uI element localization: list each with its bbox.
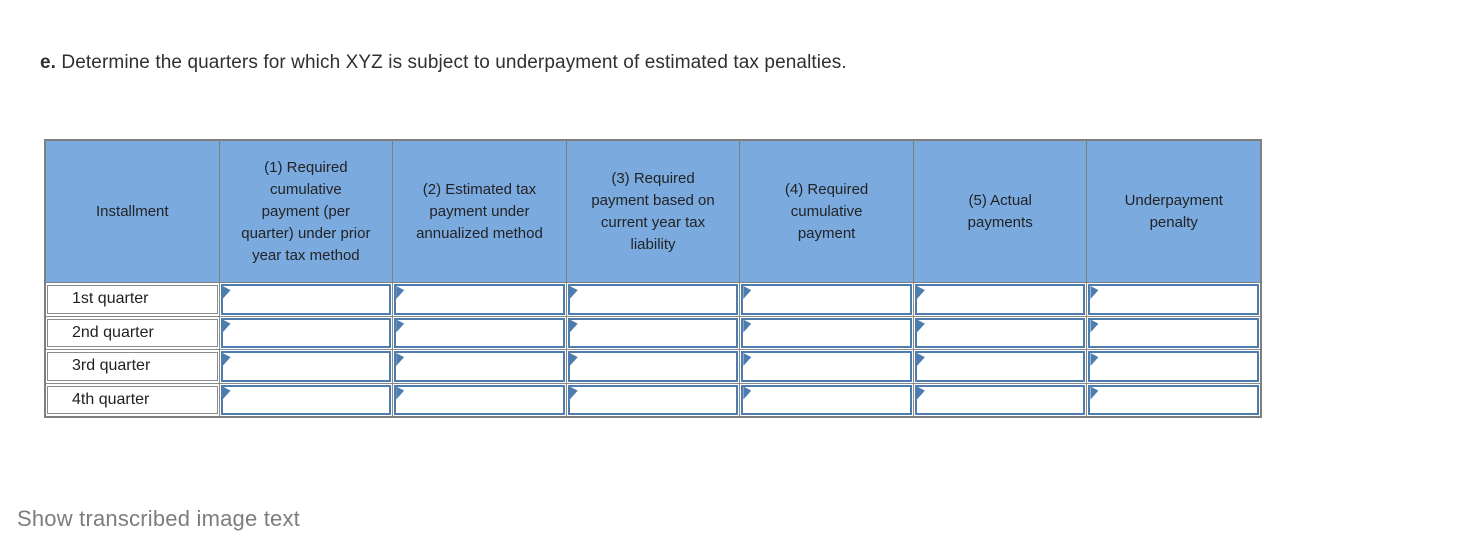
answer-cell — [220, 316, 394, 349]
answer-input-q3-col5[interactable] — [916, 353, 1084, 380]
answer-input-q4-col5[interactable] — [916, 386, 1084, 413]
answer-input-q2-col1[interactable] — [222, 319, 390, 346]
answer-cell — [1087, 384, 1260, 417]
table-row-1st-quarter: 1st quarter — [46, 283, 1260, 316]
answer-input-q2-col2[interactable] — [396, 319, 563, 346]
answer-cell — [567, 316, 741, 349]
answer-cell — [914, 383, 1088, 416]
answer-cell — [914, 350, 1088, 383]
table-body: 1st quarter 2nd quarter — [46, 283, 1260, 416]
answer-cell — [914, 316, 1088, 349]
answer-cell — [393, 316, 567, 349]
row-label-4th-quarter: 4th quarter — [47, 385, 218, 414]
answer-input-q1-col3[interactable] — [569, 286, 737, 313]
row-label-1st-quarter: 1st quarter — [47, 285, 218, 314]
answer-input-q2-col4[interactable] — [743, 319, 910, 346]
col-header-actual-payments: (5) Actual payments — [913, 141, 1088, 282]
answer-input-q3-col6[interactable] — [1090, 353, 1258, 380]
answers-table: Installment (1) Required cumulative paym… — [44, 139, 1262, 418]
answer-cell — [1087, 283, 1260, 316]
answer-input-q3-col1[interactable] — [222, 353, 390, 380]
row-label-3rd-quarter: 3rd quarter — [47, 352, 218, 381]
answer-cell — [567, 383, 741, 416]
answer-cell — [1087, 317, 1260, 350]
table-row-2nd-quarter: 2nd quarter — [46, 315, 1260, 350]
table-header-row: Installment (1) Required cumulative paym… — [46, 141, 1261, 283]
answer-input-q1-col5[interactable] — [916, 286, 1084, 313]
answer-input-q1-col6[interactable] — [1090, 286, 1258, 313]
answer-input-q1-col1[interactable] — [222, 286, 390, 313]
answer-input-q3-col4[interactable] — [743, 353, 910, 380]
col-header-underpayment-penalty: Underpayment penalty — [1087, 141, 1261, 282]
row-label-2nd-quarter: 2nd quarter — [47, 318, 218, 347]
answer-cell — [567, 350, 741, 383]
answer-input-q4-col6[interactable] — [1090, 386, 1258, 413]
row-label-cell: 3rd quarter — [46, 350, 220, 383]
answer-cell — [1087, 350, 1260, 383]
answer-input-q2-col5[interactable] — [916, 319, 1084, 346]
answer-cell — [740, 316, 914, 349]
answer-cell — [393, 383, 567, 416]
answer-input-q1-col2[interactable] — [396, 286, 563, 313]
answer-input-q4-col3[interactable] — [569, 386, 737, 413]
answer-cell — [567, 283, 741, 316]
col-header-required-cumulative: (4) Required cumulative payment — [740, 141, 914, 282]
answer-cell — [393, 283, 567, 316]
table-row-3rd-quarter: 3rd quarter — [46, 349, 1260, 383]
answer-input-q2-col6[interactable] — [1090, 319, 1258, 346]
answer-cell — [220, 283, 394, 316]
row-label-cell: 1st quarter — [46, 283, 220, 316]
answer-cell — [393, 350, 567, 383]
col-header-required-current-year: (3) Required payment based on current ye… — [566, 141, 741, 282]
row-label-cell: 4th quarter — [46, 383, 220, 416]
answer-input-q3-col2[interactable] — [396, 353, 563, 380]
col-header-required-cumulative-prior-year: (1) Required cumulative payment (per qua… — [219, 141, 394, 282]
col-header-installment: Installment — [46, 141, 220, 282]
answer-input-q4-col1[interactable] — [222, 386, 390, 413]
answer-input-q4-col2[interactable] — [396, 386, 563, 413]
answer-input-q4-col4[interactable] — [743, 386, 910, 413]
col-header-estimated-annualized: (2) Estimated tax payment under annualiz… — [393, 141, 567, 282]
answer-cell — [740, 350, 914, 383]
answer-input-q2-col3[interactable] — [569, 319, 737, 346]
table-row-4th-quarter: 4th quarter — [46, 382, 1260, 417]
answer-cell — [740, 283, 914, 316]
answer-cell — [220, 383, 394, 416]
answer-input-q3-col3[interactable] — [569, 353, 737, 380]
question-title: e. Determine the quarters for which XYZ … — [40, 52, 847, 74]
answer-input-q1-col4[interactable] — [743, 286, 910, 313]
answer-cell — [740, 383, 914, 416]
question-text: Determine the quarters for which XYZ is … — [56, 52, 847, 73]
question-letter: e. — [40, 52, 57, 73]
show-transcribed-link[interactable]: Show transcribed image text — [17, 506, 300, 531]
answer-cell — [914, 283, 1088, 316]
answer-cell — [220, 350, 394, 383]
row-label-cell: 2nd quarter — [46, 316, 220, 349]
